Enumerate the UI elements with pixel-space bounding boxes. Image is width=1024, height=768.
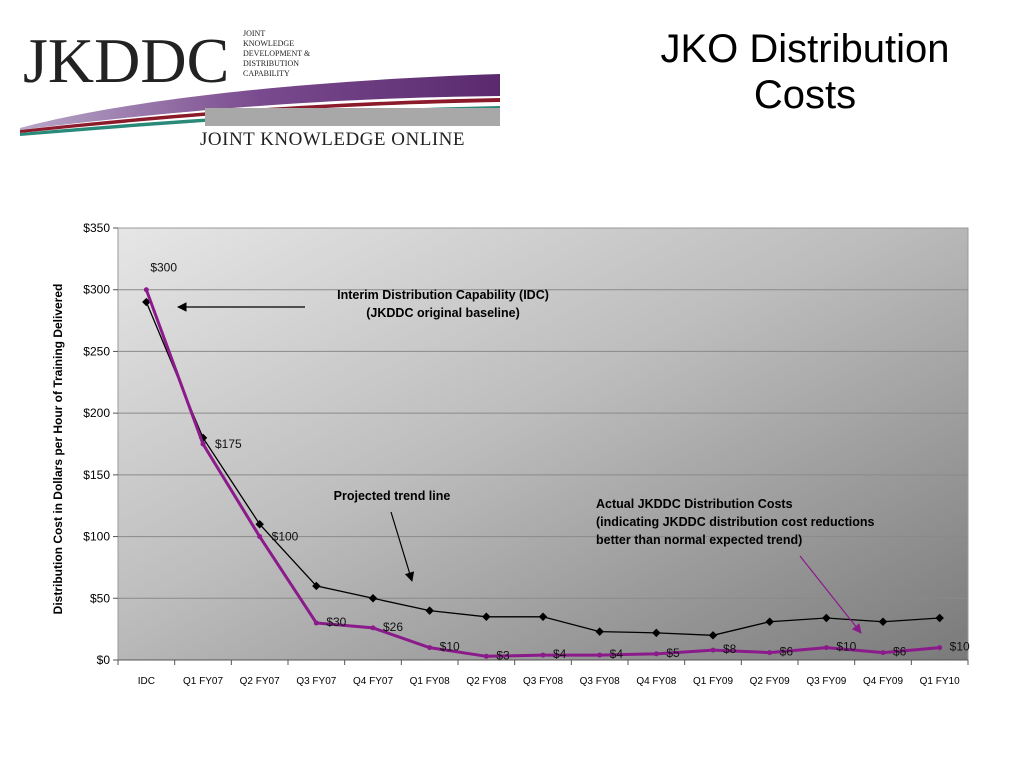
projected-point <box>595 627 604 636</box>
projected-point <box>312 581 321 591</box>
x-tick-label: Q2 FY09 <box>750 676 790 687</box>
y-tick-label: $350 <box>83 221 110 235</box>
logo-tagline-line: DEVELOPMENT & <box>243 49 311 58</box>
actual-point <box>710 647 716 653</box>
data-label: $30 <box>326 615 346 629</box>
projected-point <box>482 612 491 622</box>
x-tick-label: Q1 FY07 <box>183 676 223 687</box>
y-tick-label: $150 <box>83 468 110 482</box>
projected-point <box>708 631 718 640</box>
actual-point <box>200 441 206 447</box>
actual-point <box>370 625 376 631</box>
annotation-idc: Interim Distribution Capability (IDC) (J… <box>177 288 549 320</box>
actual-point <box>313 620 319 626</box>
annotation-actual-line2: (indicating JKDDC distribution cost redu… <box>596 515 875 529</box>
projected-point <box>878 617 888 626</box>
logo-tagline-line: CAPABILITY <box>243 69 290 78</box>
logo-subtitle: JOINT KNOWLEDGE ONLINE <box>200 129 465 150</box>
annotation-idc-line1: Interim Distribution Capability (IDC) <box>337 288 549 302</box>
data-label: $10 <box>440 640 460 654</box>
actual-point <box>597 652 603 658</box>
annotation-projected: Projected trend line <box>334 489 451 582</box>
annotation-idc-line2: (JKDDC original baseline) <box>366 306 520 320</box>
actual-point <box>483 653 489 659</box>
x-tick-label: Q1 FY09 <box>693 676 733 687</box>
projected-point <box>425 606 434 615</box>
projected-point <box>142 297 151 307</box>
x-axis: IDC Q1 FY07 Q2 FY07 Q3 FY07 Q4 FY07 Q1 FY08 Q2… <box>117 659 969 687</box>
projected-point <box>538 612 548 622</box>
slide-title-line: JKO Distribution <box>660 27 950 71</box>
data-label: $3 <box>496 648 510 662</box>
x-tick-label: Q1 FY10 <box>920 676 960 687</box>
annotation-projected-arrow <box>390 511 415 582</box>
x-tick-label: Q3 FY07 <box>296 676 336 687</box>
x-tick-label: Q3 FY09 <box>806 676 846 687</box>
actual-point <box>653 651 659 657</box>
logo-tagline-line: DISTRIBUTION <box>243 59 299 68</box>
projected-point <box>935 613 944 623</box>
projected-point <box>255 519 264 529</box>
logo-tagline-line: KNOWLEDGE <box>243 39 294 48</box>
x-tick-label: Q3 FY08 <box>523 676 563 687</box>
annotation-actual-line1: Actual JKDDC Distribution Costs <box>596 497 793 511</box>
actual-point <box>767 650 773 656</box>
slide-title-line: Costs <box>753 73 857 117</box>
actual-point <box>427 645 433 651</box>
distribution-cost-chart: $0 $50 $100 $150 $200 $250 $300 $350 IDC Q1 FY07… <box>51 221 970 687</box>
y-tick-label: $0 <box>97 653 111 667</box>
y-tick-label: $100 <box>83 530 110 544</box>
x-tick-label: Q2 FY07 <box>240 676 280 687</box>
logo-tagline: JOINT KNOWLEDGE DEVELOPMENT & DISTRIBUTI… <box>243 29 311 78</box>
data-label: $100 <box>272 530 299 544</box>
annotation-actual-line3: better than normal expected trend) <box>596 533 802 547</box>
annotation-projected-text: Projected trend line <box>334 489 451 503</box>
data-label: $4 <box>553 647 567 661</box>
data-label: $300 <box>150 261 177 275</box>
data-label: $8 <box>723 642 737 656</box>
data-label: $10 <box>836 640 856 654</box>
actual-point <box>540 652 546 658</box>
annotation-actual: Actual JKDDC Distribution Costs (indicat… <box>596 497 875 634</box>
y-axis-label: Distribution Cost in Dollars per Hour of… <box>51 284 65 615</box>
actual-point <box>257 534 263 540</box>
logo-tagline-line: JOINT <box>243 29 265 38</box>
projected-point <box>652 628 661 638</box>
x-tick-label: Q4 FY08 <box>636 676 676 687</box>
x-tick-label: Q3 FY08 <box>580 676 620 687</box>
data-label: $6 <box>780 645 794 659</box>
data-label: $4 <box>610 647 624 661</box>
projected-point <box>765 617 774 626</box>
x-tick-label: IDC <box>138 676 155 687</box>
projected-point <box>368 594 378 603</box>
data-labels: $300 $175 $100 $30 $26 $10 $3 $4 $4 $5 $8 $6 $10 $6 $1… <box>150 261 970 663</box>
actual-point <box>880 650 886 656</box>
actual-point <box>937 645 943 651</box>
y-tick-label: $300 <box>83 283 110 297</box>
slide-title: JKO Distribution Costs <box>600 26 1010 118</box>
y-tick-label: $200 <box>83 406 110 420</box>
data-label: $26 <box>383 620 403 634</box>
logo-swoosh <box>20 74 500 136</box>
plot-area <box>117 227 969 661</box>
data-label: $175 <box>215 437 242 451</box>
data-label: $10 <box>950 640 970 654</box>
jkddc-logo: JKDDC JOINT KNOWLEDGE DEVELOPMENT & DIST… <box>20 25 500 150</box>
y-tick-label: $250 <box>83 344 110 358</box>
projected-point <box>822 613 831 623</box>
annotation-actual-arrow <box>799 555 862 634</box>
actual-point <box>823 645 829 651</box>
actual-point <box>143 287 149 293</box>
y-axis: $0 $50 $100 $150 $200 $250 $300 $350 <box>83 221 118 667</box>
data-label: $6 <box>893 645 907 659</box>
y-tick-label: $50 <box>90 591 110 605</box>
x-tick-label: Q4 FY09 <box>863 676 903 687</box>
series-group <box>142 287 944 659</box>
x-tick-label: Q4 FY07 <box>353 676 393 687</box>
x-tick-label: Q2 FY08 <box>466 676 506 687</box>
logo-wordmark: JKDDC <box>23 25 229 96</box>
x-tick-label: Q1 FY08 <box>410 676 450 687</box>
data-label: $5 <box>666 646 680 660</box>
